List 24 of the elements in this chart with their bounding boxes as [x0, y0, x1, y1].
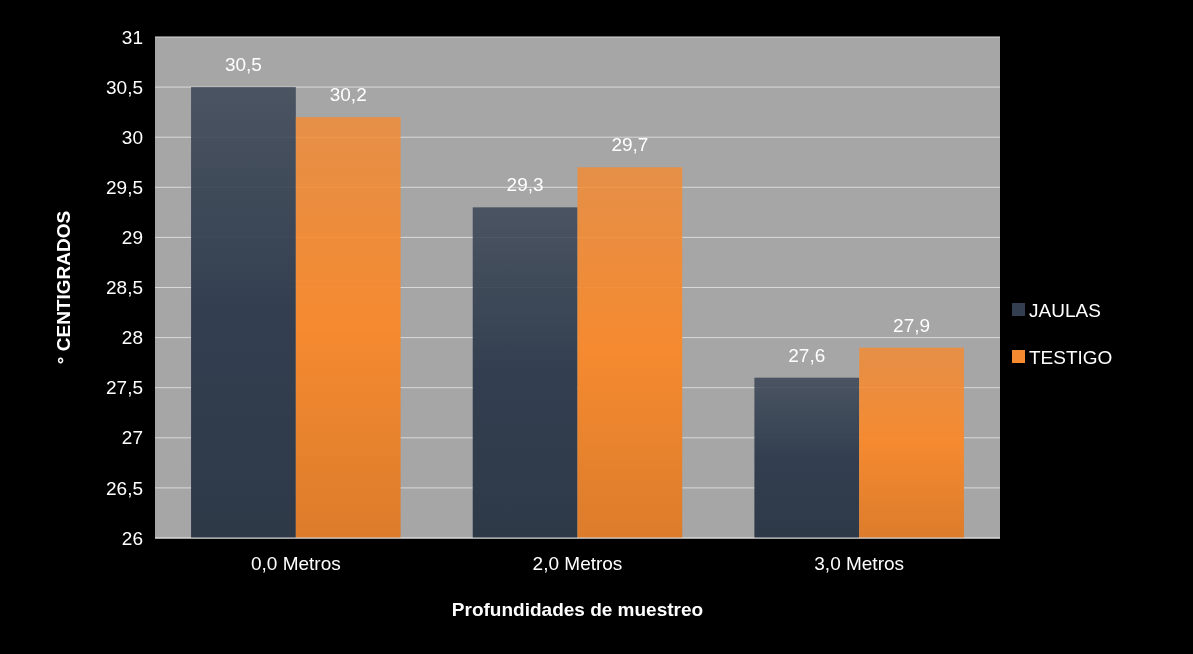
y-tick-label: 27,5: [106, 377, 143, 399]
data-label: 27,9: [893, 314, 931, 336]
data-label: 29,7: [611, 134, 649, 156]
y-tick-label: 31: [121, 26, 143, 48]
y-tick-label: 29: [121, 227, 143, 249]
legend-label: TESTIGO: [1029, 346, 1113, 368]
data-label: 30,5: [224, 54, 262, 76]
y-tick-label: 27: [121, 427, 143, 449]
y-tick-label: 26,5: [106, 477, 143, 499]
data-label: 29,3: [506, 174, 544, 196]
y-tick-label: 30,5: [106, 76, 143, 98]
data-label: 30,2: [329, 84, 367, 106]
y-tick-label: 28: [121, 327, 143, 349]
legend-label: JAULAS: [1029, 299, 1101, 321]
y-tick-label: 26: [121, 527, 143, 549]
y-tick-label: 29,5: [106, 176, 143, 198]
y-axis-title: ° CENTIGRADOS: [53, 210, 74, 365]
x-tick-label: 3,0 Metros: [814, 553, 905, 574]
y-tick-label: 30: [121, 126, 143, 148]
x-axis-title: Profundidades de muestreo: [451, 599, 704, 620]
y-tick-label: 28,5: [106, 277, 143, 299]
x-tick-label: 2,0 Metros: [532, 553, 623, 574]
x-tick-label: 0,0 Metros: [250, 553, 341, 574]
data-label: 27,6: [788, 344, 826, 366]
